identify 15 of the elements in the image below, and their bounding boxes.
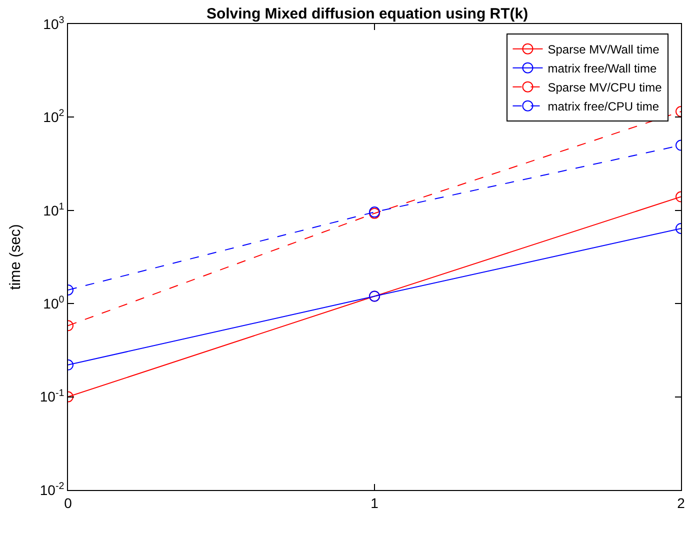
y-tick-label: 10$^{-2}$	[40, 481, 64, 498]
legend-label: Sparse MV/Wall time	[548, 42, 660, 56]
legend-label: Sparse MV/CPU time	[548, 80, 662, 94]
y-tick-label: 10$^{-1}$	[40, 388, 64, 405]
chart-title: Solving Mixed diffusion equation using RT(k)	[206, 6, 528, 23]
x-tick-label: 1	[370, 494, 379, 511]
legend-label: matrix free/Wall time	[548, 62, 657, 76]
x-tick-label: 0	[64, 494, 72, 511]
y-tick-label: 10$^{0}$	[43, 294, 65, 312]
x-tick-label: 2	[677, 494, 686, 511]
y-tick-label: 10$^{2}$	[43, 108, 64, 126]
y-tick-label: 10$^{3}$	[43, 15, 65, 32]
y-tick-label: 10$^{1}$	[43, 201, 64, 218]
legend-label: matrix free/CPU time	[548, 100, 660, 114]
y-axis-title: time (sec)	[7, 224, 24, 290]
